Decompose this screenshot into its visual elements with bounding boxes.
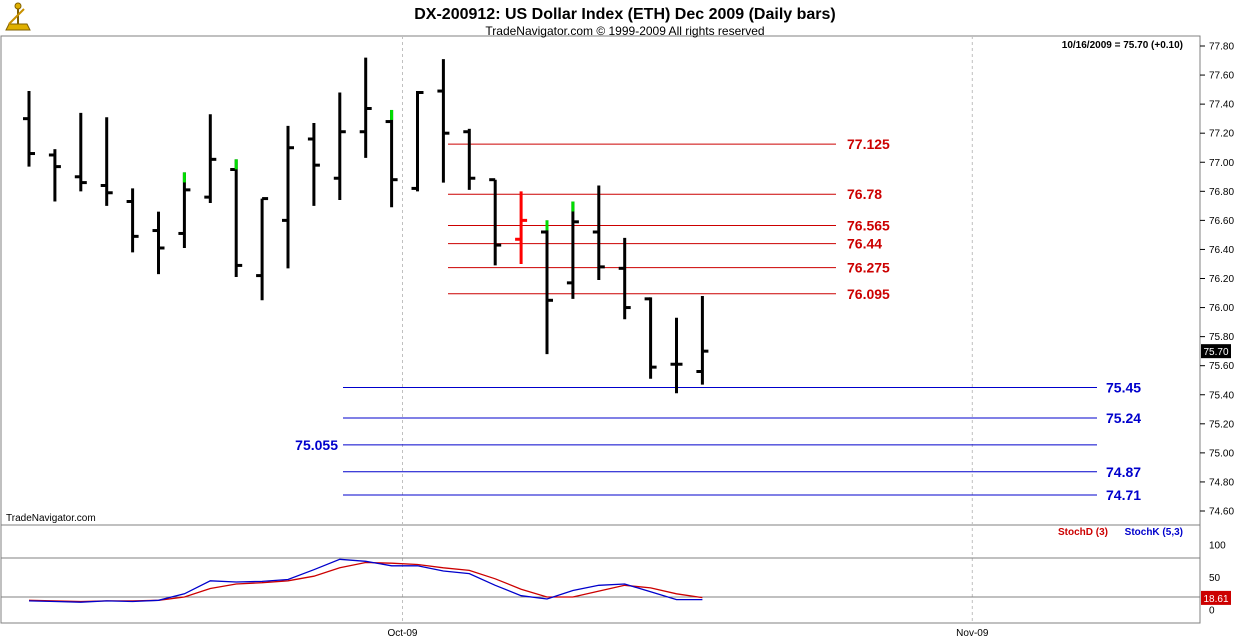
price-tick-label: 76.80 [1209, 187, 1234, 198]
sextant-icon [5, 2, 31, 31]
price-bar [126, 188, 139, 253]
resistance-label: 76.565 [847, 217, 890, 233]
price-levels: 77.125 76.78 76.565 76.44 76.275 76.095 75.45 7… [295, 136, 1141, 503]
stochd-legend: StochD (3) [1058, 527, 1108, 538]
price-bars [23, 57, 709, 394]
price-bar [670, 317, 683, 394]
price-tick-label: 75.60 [1209, 361, 1234, 372]
price-bar [282, 125, 294, 269]
price-tick-label: 76.00 [1209, 303, 1234, 314]
price-bar [359, 57, 372, 158]
price-bar [230, 159, 243, 278]
date-tick-label: Nov-09 [956, 628, 989, 639]
price-tick-label: 75.40 [1209, 390, 1234, 401]
price-bar [437, 59, 450, 183]
price-bar [515, 191, 528, 264]
price-bar [100, 117, 113, 206]
price-tick-label: 75.80 [1209, 332, 1234, 343]
resistance-label: 76.44 [847, 236, 882, 252]
stoch-last-box [1201, 590, 1231, 605]
last-price-label: 75.70 [1203, 347, 1228, 358]
resistance-label: 76.275 [847, 260, 890, 276]
price-bar [178, 172, 191, 248]
price-tick-label: 76.20 [1209, 274, 1234, 285]
stochk-line [28, 558, 703, 603]
stoch-tick-label: 50 [1209, 573, 1221, 584]
price-axis: 77.80 77.60 77.40 77.20 77.00 76.80 76.60 76.40… [1200, 42, 1234, 518]
price-bar [541, 220, 553, 355]
price-panel [0, 35, 1201, 526]
price-bar [74, 112, 87, 192]
price-bar [489, 178, 502, 266]
last-price-box [1201, 344, 1231, 359]
price-bar [23, 91, 35, 167]
stochastic-panel [0, 524, 1201, 624]
stochk-legend: StochK (5,3) [1125, 527, 1183, 538]
stoch-tick-label: 0 [1209, 606, 1215, 617]
resistance-label: 76.095 [847, 286, 890, 302]
stoch-tick-label: 100 [1209, 541, 1226, 552]
price-readout: 10/16/2009 = 75.70 (+0.10) [1062, 40, 1183, 51]
price-bar [256, 197, 269, 301]
price-tick-label: 77.00 [1209, 158, 1234, 169]
watermark: TradeNavigator.com [6, 513, 96, 524]
price-bar [48, 149, 61, 202]
price-bar [411, 91, 424, 192]
stochastic-lines: 100 50 018.61 [1, 541, 1231, 617]
chart-subtitle: TradeNavigator.com © 1999-2009 All right… [485, 24, 764, 38]
price-tick-label: 77.60 [1209, 71, 1234, 82]
resistance-label: 77.125 [847, 136, 890, 152]
price-bar [696, 295, 709, 385]
date-tick-label: Oct-09 [387, 628, 417, 639]
price-bar [204, 114, 217, 203]
grid [402, 36, 973, 623]
support-label: 75.24 [1106, 410, 1141, 426]
stoch-last-label: 18.61 [1203, 594, 1228, 605]
price-tick-label: 76.60 [1209, 216, 1234, 227]
support-label: 74.87 [1106, 464, 1141, 480]
price-bar [463, 128, 476, 190]
price-tick-label: 74.80 [1209, 477, 1234, 488]
support-label: 75.45 [1106, 379, 1141, 395]
price-tick-label: 77.20 [1209, 129, 1234, 140]
price-tick-label: 77.80 [1209, 42, 1234, 53]
support-label: 75.055 [295, 437, 338, 453]
price-bar [307, 123, 320, 206]
chart-title: DX-200912: US Dollar Index (ETH) Dec 200… [414, 6, 836, 23]
price-bar [566, 201, 579, 299]
price-tick-label: 75.00 [1209, 448, 1234, 459]
price-tick-label: 76.40 [1209, 245, 1234, 256]
price-tick-label: 77.40 [1209, 100, 1234, 111]
resistance-label: 76.78 [847, 186, 882, 202]
support-label: 74.71 [1106, 487, 1141, 503]
price-bar [592, 185, 605, 280]
price-bar [333, 92, 346, 201]
price-bar [618, 237, 631, 320]
price-tick-label: 74.60 [1209, 507, 1234, 518]
price-tick-label: 75.20 [1209, 419, 1234, 430]
price-bar [152, 211, 165, 275]
price-bar [385, 109, 398, 208]
price-bar [644, 297, 657, 379]
date-axis: Oct-09 Nov-09 [387, 628, 988, 639]
